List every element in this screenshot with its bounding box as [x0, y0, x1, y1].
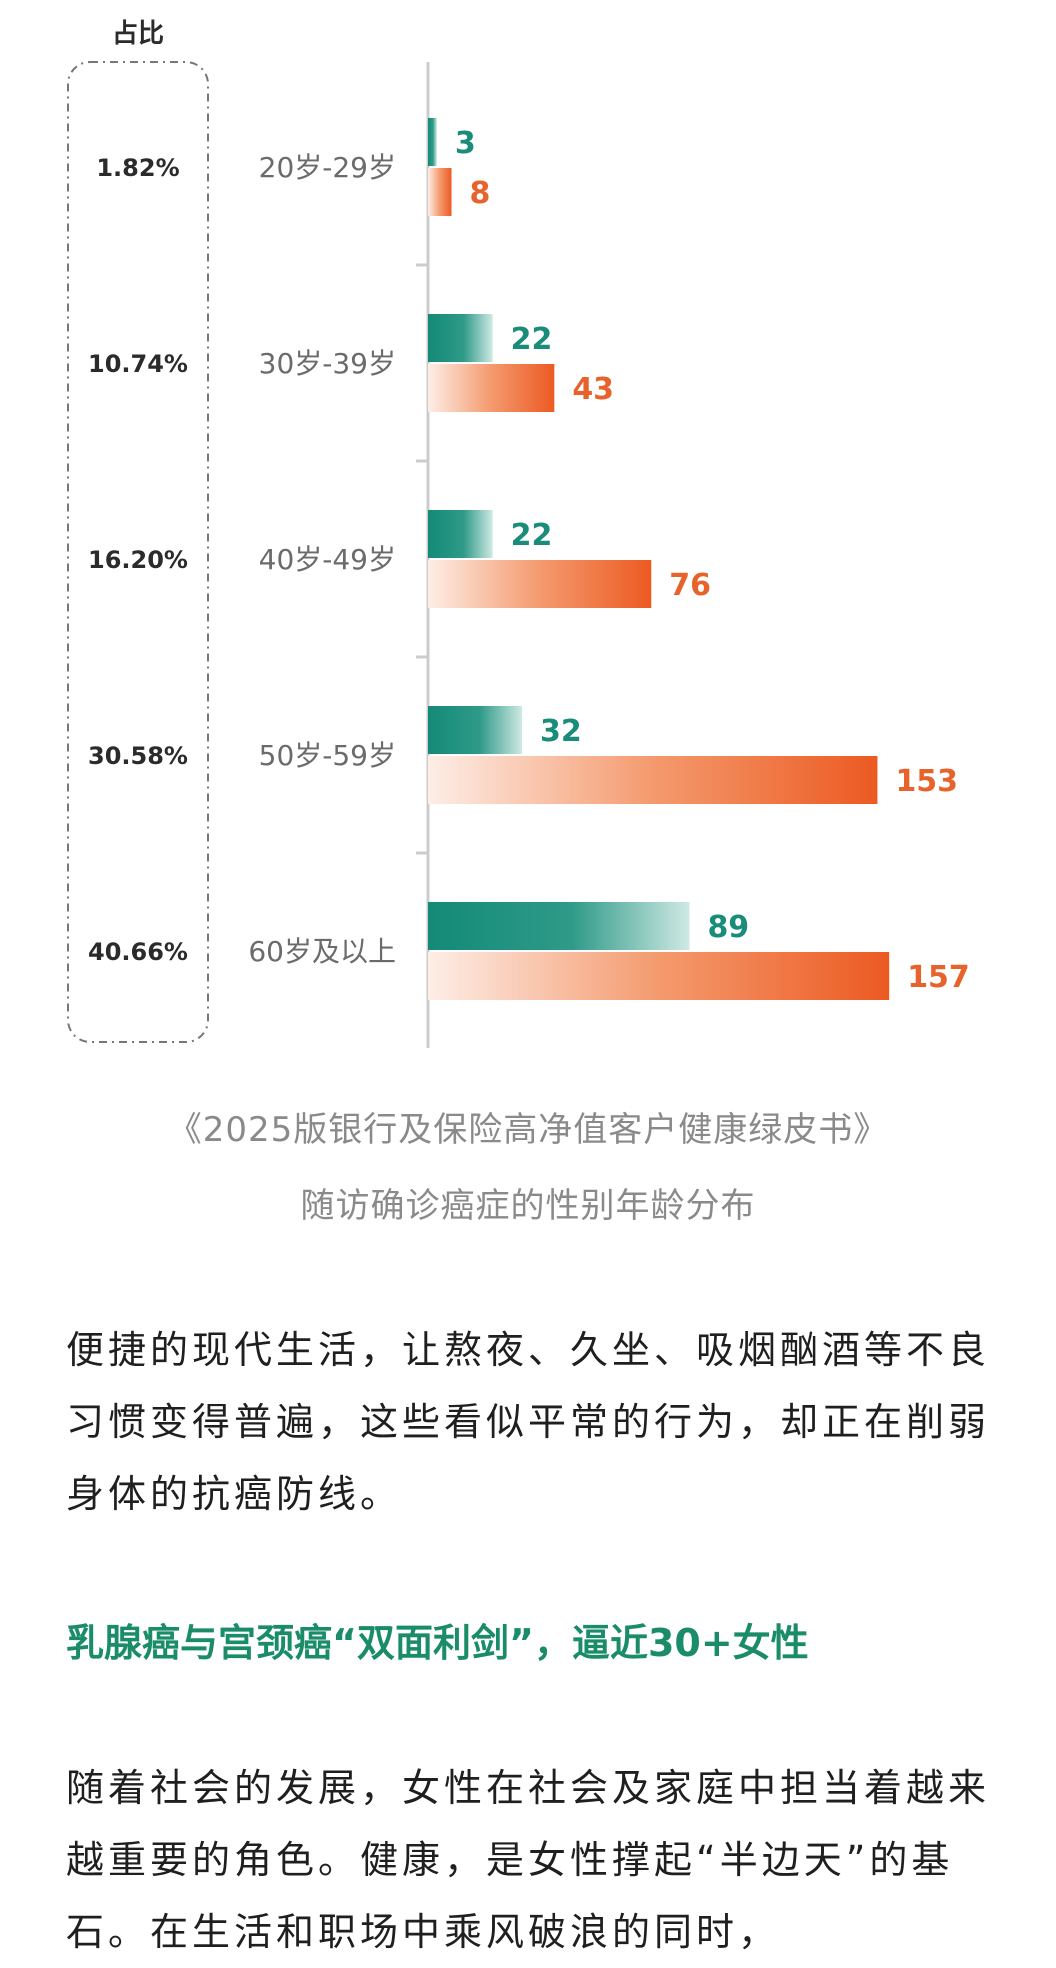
- bar-series-2: [428, 560, 652, 608]
- category-label: 50岁-59岁: [259, 739, 396, 772]
- data-label-series-2: 153: [895, 764, 958, 799]
- caption-line-2: 随访确诊癌症的性别年龄分布: [300, 1186, 756, 1226]
- category-label: 30岁-39岁: [259, 347, 396, 380]
- bar-series-1: [428, 706, 522, 754]
- share-value: 16.20%: [88, 546, 188, 574]
- bar-series-2: [428, 952, 890, 1000]
- bar-series-1: [428, 902, 690, 950]
- share-column-border: [67, 61, 209, 1043]
- share-header: 占比: [112, 19, 164, 49]
- data-label-series-1: 22: [511, 322, 553, 357]
- section-heading: 乳腺癌与宫颈癌“双面利剑”，逼近30+女性: [66, 1621, 809, 1665]
- bar-series-1: [428, 118, 437, 166]
- data-label-series-1: 22: [511, 518, 553, 553]
- category-label: 40岁-49岁: [259, 543, 396, 576]
- age-gender-bar-chart: 占比 1.82% 20岁-29岁 3 8 10.74% 30岁-39岁 22 43 16.20% 4…: [67, 19, 970, 1048]
- bar-series-1: [428, 510, 493, 558]
- share-value: 10.74%: [88, 350, 188, 378]
- data-label-series-2: 76: [669, 568, 711, 603]
- bar-series-1: [428, 314, 493, 362]
- share-value: 40.66%: [88, 938, 188, 966]
- data-label-series-1: 89: [707, 910, 749, 945]
- data-label-series-2: 43: [572, 372, 614, 407]
- category-label: 20岁-29岁: [259, 151, 396, 184]
- data-label-series-2: 157: [907, 960, 970, 995]
- bar-series-2: [428, 756, 878, 804]
- share-value: 30.58%: [88, 742, 188, 770]
- data-label-series-2: 8: [470, 176, 491, 211]
- paragraph-2: 随着社会的发展，女性在社会及家庭中担当着越来越重要的角色。健康，是女性撑起“半边…: [66, 1766, 991, 1954]
- bar-series-2: [428, 364, 555, 412]
- category-label: 60岁及以上: [248, 935, 396, 968]
- data-label-series-1: 32: [540, 714, 582, 749]
- paragraph-1: 便捷的现代生活，让熬夜、久坐、吸烟酗酒等不良习惯变得普遍，这些看似平常的行为，却…: [66, 1328, 991, 1516]
- bar-series-2: [428, 168, 452, 216]
- data-label-series-1: 3: [455, 126, 476, 161]
- share-value: 1.82%: [96, 154, 179, 182]
- caption-line-1: 《2025版银行及保险高净值客户健康绿皮书》: [167, 1110, 889, 1150]
